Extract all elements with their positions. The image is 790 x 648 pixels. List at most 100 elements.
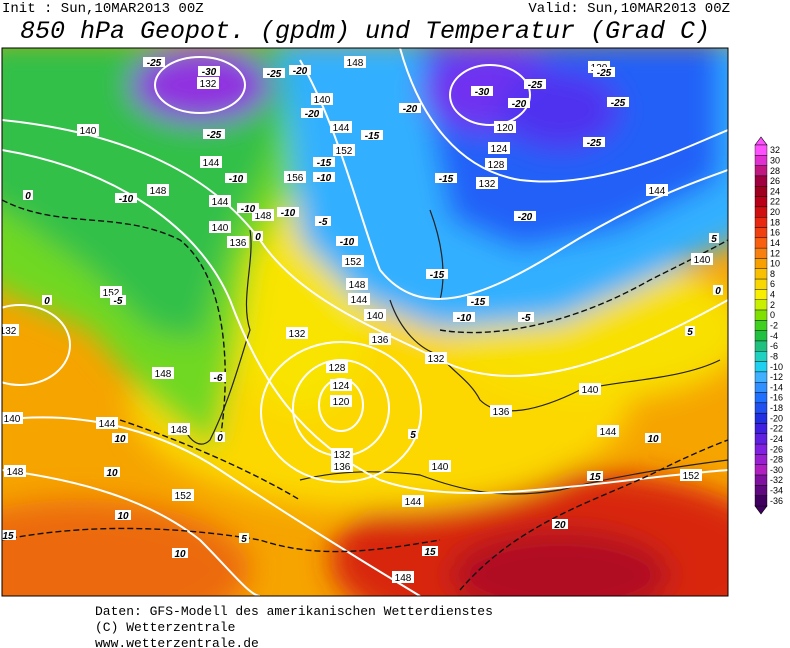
- geopotential-label: 140: [314, 95, 331, 106]
- valid-time: Valid: Sun,10MAR2013 00Z: [528, 1, 730, 17]
- geopotential-label-box: [330, 121, 352, 133]
- map-title: 850 hPa Geopot. (gpdm) und Temperatur (G…: [20, 17, 710, 46]
- geopotential-label-box: [209, 221, 231, 233]
- temperature-label-box: [289, 65, 311, 75]
- map-frame: [1, 47, 729, 597]
- colorbar-cell: [754, 433, 768, 445]
- colorbar-label: -12: [770, 372, 783, 382]
- colorbar-label: -24: [770, 434, 783, 444]
- colorbar-label: 4: [770, 290, 775, 300]
- geopotential-label-box: [476, 177, 498, 189]
- geopotential-label-box: [4, 465, 26, 477]
- footer-line: www.wetterzentrale.de: [95, 636, 259, 648]
- geopotential-label-box: [77, 124, 99, 136]
- geopotential-label: 144: [649, 186, 666, 197]
- colorbar-label: 22: [770, 197, 780, 207]
- geopotential-label-box: [485, 158, 507, 170]
- colorbar-label: -30: [770, 465, 783, 475]
- colorbar-cell: [754, 206, 768, 218]
- colorbar-label: 14: [770, 238, 780, 248]
- temperature-label: -25: [597, 68, 612, 79]
- temperature-label: -20: [293, 66, 308, 77]
- geopotential-label: 148: [349, 280, 366, 291]
- colorbar-label: 8: [770, 269, 775, 279]
- temperature-label-box: [210, 372, 226, 382]
- colorbar-cell: [754, 247, 768, 259]
- colorbar-label: -8: [770, 351, 778, 361]
- geopotential-label: 144: [99, 419, 116, 430]
- geopotential-label-box: [284, 171, 306, 183]
- temperature-label: -6: [214, 373, 223, 384]
- temperature-label: -10: [457, 313, 472, 324]
- geopotential-label: 132: [428, 354, 445, 365]
- colorbar-label: -10: [770, 362, 783, 372]
- colorbar-cell: [754, 392, 768, 404]
- temperature-label: -25: [587, 138, 602, 149]
- temperature-label-box: [467, 296, 489, 306]
- temperature-label: -15: [439, 174, 454, 185]
- geopotential-label-box: [326, 361, 348, 373]
- temperature-label-box: [104, 467, 120, 477]
- temperature-label: -10: [340, 237, 355, 248]
- temperature-label-box: [426, 269, 448, 279]
- geopotential-label: 152: [345, 257, 362, 268]
- temperature-label: -30: [202, 67, 217, 78]
- geopotential-label-box: [490, 405, 512, 417]
- colorbar-cell: [754, 289, 768, 300]
- colorbar-cell: [754, 371, 768, 383]
- geopotential-label-box: [646, 184, 668, 196]
- colorbar-label: 16: [770, 228, 780, 238]
- colorbar-label: 24: [770, 186, 780, 196]
- temperature-label: 0: [255, 232, 261, 243]
- geopotential-label: 140: [582, 385, 599, 396]
- temperature-label-box: [587, 471, 603, 481]
- geopotential-label-box: [330, 395, 352, 407]
- colorbar-cell: [754, 278, 768, 290]
- geopotential-label-box: [429, 460, 451, 472]
- temperature-label-box: [508, 98, 530, 108]
- temperature-label: 5: [687, 327, 693, 338]
- geopotential-label-box: [369, 333, 391, 345]
- colorbar-cell: [754, 330, 768, 342]
- geopotential-label: 152: [336, 146, 353, 157]
- geopotential-label: 128: [329, 363, 346, 374]
- footer-line: (C) Wetterzentrale: [95, 620, 235, 635]
- colorbar-cell: [754, 165, 768, 177]
- geopotential-label-box: [344, 56, 366, 68]
- temperature-label: 0: [25, 191, 31, 202]
- colorbar-label: 18: [770, 217, 780, 227]
- colorbar-cell: [754, 155, 768, 166]
- geopotential-label-box: [147, 184, 169, 196]
- temperature-label: -5: [114, 296, 123, 307]
- geopotential-label: 148: [395, 573, 412, 584]
- temperature-label: 0: [715, 286, 721, 297]
- colorbar-label: -16: [770, 393, 783, 403]
- temperature-label: -20: [518, 212, 533, 223]
- geopotential-label: 148: [7, 467, 24, 478]
- temperature-label-box: [336, 236, 358, 246]
- temperature-label-box: [112, 433, 128, 443]
- geopotential-label: 140: [694, 255, 711, 266]
- colorbar-label: 32: [770, 145, 780, 155]
- geopotential-label: 140: [432, 462, 449, 473]
- temperature-label: 15: [589, 472, 601, 483]
- colorbar-label: -32: [770, 475, 783, 485]
- temperature-label: 10: [106, 468, 118, 479]
- colorbar-label: -22: [770, 424, 783, 434]
- geopotential-label: 152: [175, 491, 192, 502]
- colorbar-label: -36: [770, 496, 783, 506]
- geopotential-label: 152: [683, 471, 700, 482]
- colorbar-arrow: [754, 505, 768, 515]
- geopotential-label: 132: [0, 326, 17, 337]
- temperature-label-box: [524, 79, 546, 89]
- colorbar-cell: [754, 144, 768, 156]
- colorbar-cell: [754, 268, 768, 280]
- temperature-label-box: [422, 546, 438, 556]
- colorbar-cell: [754, 495, 768, 507]
- temperature-label-box: [23, 190, 33, 200]
- geopotential-label-box: [311, 93, 333, 105]
- temperature-label: 0: [217, 433, 223, 444]
- geopotential-label-box: [152, 367, 174, 379]
- geopotential-label: 140: [367, 311, 384, 322]
